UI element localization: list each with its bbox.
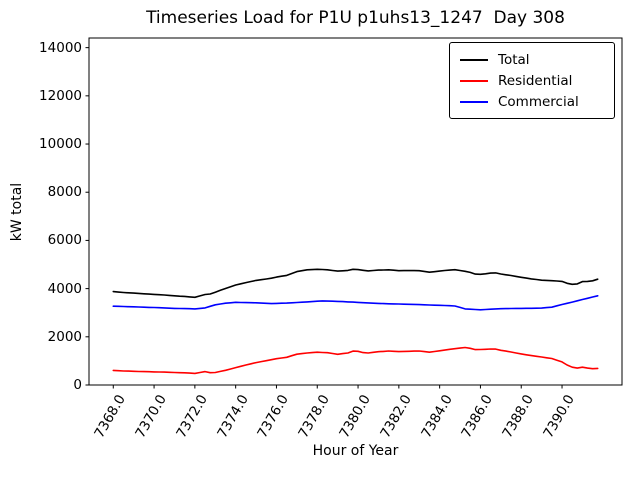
y-tick-label: 10000 (39, 136, 82, 153)
y-tick-label: 4000 (47, 280, 82, 297)
legend-label: Total (498, 51, 530, 68)
legend: Total Residential Commercial (449, 42, 615, 119)
y-tick-label: 6000 (47, 232, 82, 249)
legend-item-commercial: Commercial (460, 91, 606, 112)
legend-label: Residential (498, 72, 573, 89)
x-axis-label: Hour of Year (312, 443, 399, 459)
y-tick-label: 12000 (39, 87, 82, 104)
legend-item-residential: Residential (460, 70, 606, 91)
chart-title: Timeseries Load for P1U p1uhs13_1247 Day… (146, 8, 565, 28)
legend-line-sample (460, 100, 488, 103)
legend-item-total: Total (460, 49, 606, 70)
y-tick-label: 14000 (39, 39, 82, 56)
axes-frame (88, 37, 623, 386)
y-tick-label: 0 (73, 377, 82, 393)
series-line-total (112, 268, 599, 299)
y-tick-label: 8000 (47, 184, 82, 201)
legend-label: Commercial (498, 93, 579, 110)
legend-line-sample (460, 79, 488, 82)
series-line-commercial (112, 294, 599, 311)
legend-line-sample (460, 58, 488, 61)
y-tick-label: 2000 (47, 328, 82, 345)
series-line-residential (112, 346, 599, 375)
